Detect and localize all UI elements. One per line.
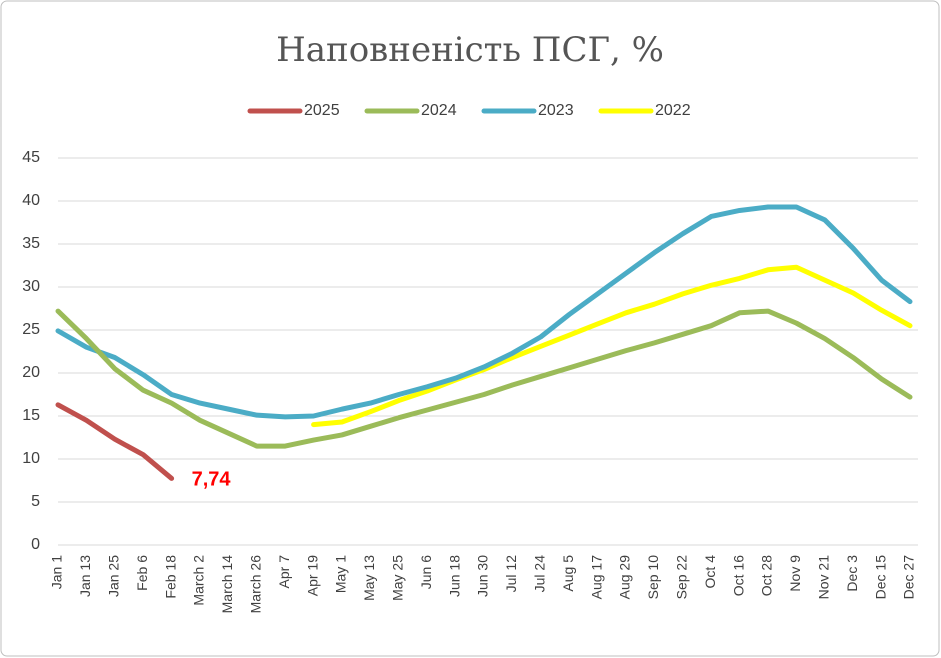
x-tick-label: Oct 4 (702, 555, 718, 589)
x-tick-label: Jan 1 (49, 555, 65, 589)
y-tick-label: 25 (22, 321, 40, 338)
y-tick-label: 40 (22, 192, 40, 209)
y-tick-label: 5 (31, 493, 40, 510)
x-tick-label: Jul 24 (532, 555, 548, 593)
x-tick-label: Nov 9 (787, 555, 803, 592)
x-tick-label: Sep 22 (674, 555, 690, 600)
y-tick-label: 20 (22, 364, 40, 381)
x-tick-label: March 14 (219, 555, 235, 614)
x-tick-label: Dec 3 (844, 555, 860, 592)
x-tick-label: May 1 (333, 555, 349, 593)
y-tick-label: 10 (22, 450, 40, 467)
x-tick-label: Apr 19 (304, 555, 320, 596)
x-tick-label: Feb 18 (162, 555, 178, 599)
y-tick-label: 15 (22, 407, 40, 424)
x-tick-label: March 2 (191, 555, 207, 606)
x-tick-label: Dec 27 (901, 555, 917, 600)
legend-label: 2022 (655, 102, 691, 119)
data-label: 7,74 (192, 469, 232, 491)
legend-label: 2025 (304, 102, 340, 119)
x-tick-label: Jan 13 (77, 555, 93, 597)
series-line (311, 264, 913, 428)
legend-label: 2023 (538, 102, 574, 119)
x-tick-label: Apr 7 (276, 555, 292, 589)
series-line (55, 402, 175, 481)
x-tick-label: Oct 28 (759, 555, 775, 596)
x-tick-label: Oct 16 (730, 555, 746, 596)
x-tick-label: Dec 15 (872, 555, 888, 600)
x-tick-label: Aug 17 (588, 555, 604, 600)
x-tick-label: Sep 10 (645, 555, 661, 600)
x-tick-label: Jul 12 (503, 555, 519, 593)
x-tick-label: Jan 25 (106, 555, 122, 597)
y-tick-label: 35 (22, 235, 40, 252)
y-tick-label: 0 (31, 536, 40, 553)
x-tick-label: Nov 21 (816, 555, 832, 600)
series-line (55, 204, 913, 420)
x-tick-label: Aug 29 (617, 555, 633, 600)
y-tick-label: 30 (22, 278, 40, 295)
x-tick-label: Jun 18 (446, 555, 462, 597)
x-tick-label: Aug 5 (560, 555, 576, 592)
x-tick-label: Feb 6 (134, 555, 150, 591)
series-line (55, 308, 913, 449)
legend-label: 2024 (421, 102, 457, 119)
x-tick-label: May 13 (361, 555, 377, 601)
x-tick-label: Jun 30 (475, 555, 491, 597)
x-tick-label: March 26 (248, 555, 264, 614)
x-tick-label: Jun 6 (418, 555, 434, 589)
x-tick-label: May 25 (390, 555, 406, 601)
y-tick-label: 45 (22, 149, 40, 166)
chart-title: Наповненість ПСГ, % (276, 30, 664, 70)
